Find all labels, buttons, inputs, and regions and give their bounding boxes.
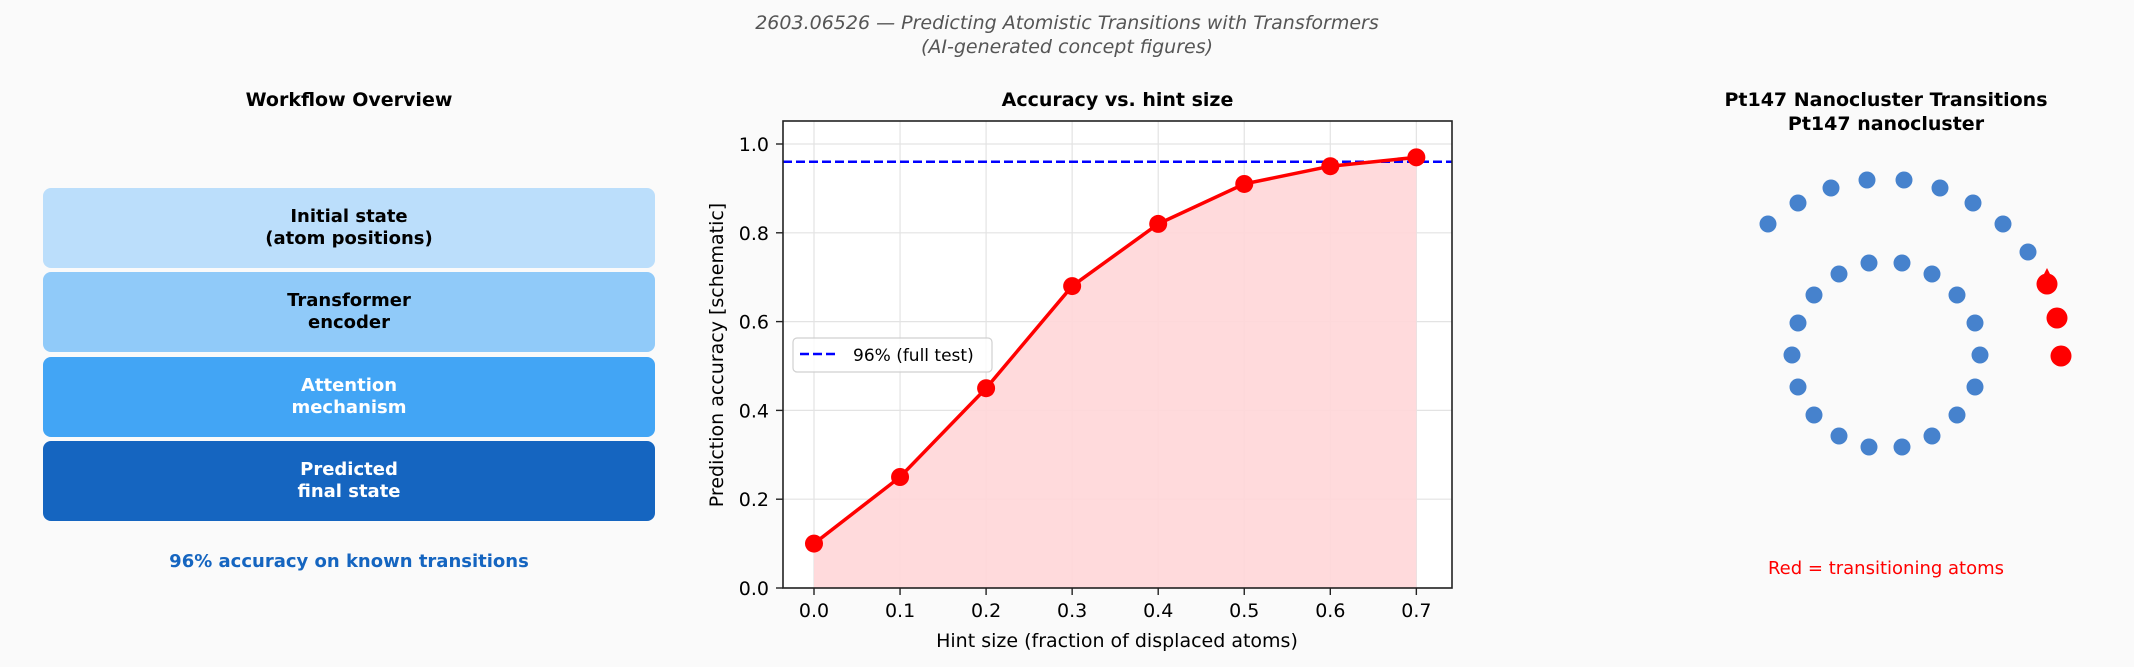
- atom-marker: [1895, 171, 1913, 189]
- accuracy-markers: [805, 148, 1426, 553]
- x-tick-label: 0.1: [885, 600, 915, 622]
- transitioning-atom-marker: [2036, 273, 2058, 295]
- workflow-step-predicted-final-state: Predicted final state: [43, 441, 655, 521]
- atom-marker: [1948, 406, 1966, 424]
- data-point-marker: [1235, 174, 1254, 193]
- chart-title: Accuracy vs. hint size: [1001, 89, 1234, 111]
- suptitle-line-2: (AI-generated concept figures): [920, 36, 1214, 58]
- data-point-marker: [1063, 277, 1082, 296]
- atom-marker: [1783, 346, 1801, 364]
- atom-marker: [1964, 194, 1982, 212]
- workflow-step-attention-mechanism: Attention mechanism: [43, 357, 655, 437]
- atom-marker: [1994, 215, 2012, 233]
- plot-frame: [782, 120, 1453, 589]
- atom-marker: [1971, 346, 1989, 364]
- transitioning-atom-marker: [2046, 307, 2068, 329]
- data-point-marker: [805, 534, 823, 553]
- x-tick-label: 0.5: [1229, 600, 1259, 622]
- x-axis-label: Hint size (fraction of displaced atoms): [936, 630, 1298, 652]
- nanocluster-title-line-1: Pt147 Nanocluster Transitions: [1724, 89, 2048, 111]
- nanocluster-caption: Red = transitioning atoms: [1767, 558, 2005, 579]
- atom-marker: [1931, 179, 1949, 197]
- data-point-marker: [1321, 157, 1340, 176]
- data-point-marker: [1149, 214, 1168, 233]
- x-tick-label: 0.4: [1143, 600, 1173, 622]
- y-axis-ticks: 0.0 0.2 0.4 0.6 0.8 1.0: [739, 134, 783, 600]
- workflow-title: Workflow Overview: [245, 89, 453, 111]
- atom-marker: [1923, 265, 1941, 283]
- nanocluster-title: Pt147 Nanocluster Transitions Pt147 nano…: [1680, 88, 2092, 136]
- nanocluster-title-line-2: Pt147 nanocluster: [1787, 113, 1985, 135]
- atom-marker: [1893, 254, 1911, 272]
- atom-marker: [1860, 254, 1878, 272]
- x-axis-ticks: 0.0 0.1 0.2 0.3 0.4 0.5 0.6 0.7: [799, 588, 1431, 622]
- atom-marker: [1789, 378, 1807, 396]
- atom-marker: [1789, 314, 1807, 332]
- atom-marker: [1822, 179, 1840, 197]
- atom-marker: [1805, 286, 1823, 304]
- data-point-marker: [891, 468, 910, 486]
- suptitle-line-1: 2603.06526 — Predicting Atomistic Transi…: [755, 12, 1379, 34]
- atom-marker: [1830, 265, 1848, 283]
- atom-marker: [2019, 243, 2037, 261]
- legend-label: 96% (full test): [853, 346, 974, 366]
- workflow-step-initial-state: Initial state (atom positions): [43, 188, 655, 268]
- atom-marker: [1805, 406, 1823, 424]
- atom-marker: [1966, 314, 1984, 332]
- y-axis-label: Prediction accuracy [schematic]: [706, 203, 728, 507]
- x-tick-label: 0.3: [1057, 600, 1087, 622]
- atom-marker: [1966, 378, 1984, 396]
- atom-marker: [1893, 438, 1911, 456]
- atom-marker: [1858, 171, 1876, 189]
- transitioning-atom-marker: [2050, 345, 2072, 367]
- atom-marker: [1860, 438, 1878, 456]
- workflow-accuracy-note: 96% accuracy on known transitions: [169, 551, 529, 572]
- y-tick-label: 1.0: [739, 134, 769, 156]
- atom-marker: [1759, 215, 1777, 233]
- atom-marker: [1789, 194, 1807, 212]
- data-point-marker: [977, 379, 996, 398]
- atom-markers: [1759, 171, 2072, 456]
- legend-box: [792, 337, 993, 373]
- y-tick-label: 0.8: [739, 223, 769, 245]
- figure-suptitle: 2603.06526 — Predicting Atomistic Transi…: [0, 11, 2134, 59]
- y-tick-label: 0.0: [739, 578, 769, 600]
- y-tick-label: 0.6: [739, 312, 769, 334]
- x-tick-label: 0.2: [971, 600, 1001, 622]
- data-point-marker: [1407, 148, 1426, 167]
- y-tick-label: 0.4: [739, 400, 769, 422]
- x-tick-label: 0.6: [1315, 600, 1345, 622]
- x-tick-label: 0.7: [1401, 600, 1431, 622]
- accuracy-fill-area: [814, 157, 1417, 588]
- atom-marker: [1923, 427, 1941, 445]
- transition-arrow-tip-icon: [2044, 268, 2050, 274]
- x-tick-label: 0.0: [799, 600, 829, 622]
- legend: 96% (full test): [792, 337, 993, 373]
- atom-marker: [1948, 286, 1966, 304]
- accuracy-line: [812, 155, 1417, 545]
- y-tick-label: 0.2: [739, 489, 769, 511]
- atom-marker: [1830, 427, 1848, 445]
- workflow-step-transformer-encoder: Transformer encoder: [43, 272, 655, 352]
